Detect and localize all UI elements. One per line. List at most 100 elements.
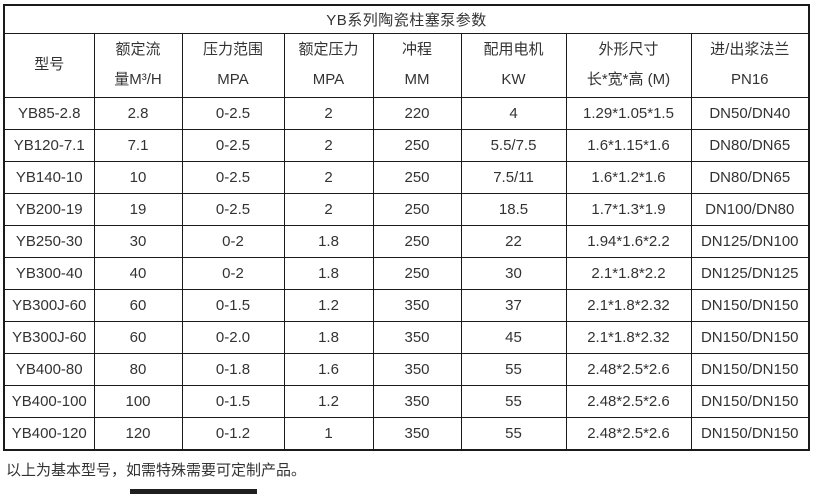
table-cell: 30 bbox=[93, 224, 183, 258]
pump-spec-table: YB系列陶瓷柱塞泵参数 型号 额定流 量M³/H 压力范围 MPA 额定压力 MPA 冲程 MM… bbox=[3, 4, 811, 451]
table-cell: 18.5 bbox=[460, 192, 567, 226]
table-cell: YB400-100 bbox=[3, 384, 95, 418]
table-row: YB300J-60 60 0-1.5 1.2 350 37 2.1*1.8*2.32 DN15… bbox=[3, 288, 810, 322]
column-header: 冲程 MM bbox=[372, 32, 462, 98]
table-cell: DN50/DN40 bbox=[690, 96, 810, 130]
table-cell: 0-2.5 bbox=[181, 128, 285, 162]
table-cell: 1.8 bbox=[283, 256, 374, 290]
table-cell: DN150/DN150 bbox=[690, 320, 810, 354]
column-header: 型号 bbox=[3, 32, 95, 98]
table-row: YB400-100 100 0-1.5 1.2 350 55 2.48*2.5*2.6 DN1… bbox=[3, 384, 810, 418]
column-header: 外形尺寸 长*宽*高 (M) bbox=[565, 32, 692, 98]
table-cell: 7.1 bbox=[93, 128, 183, 162]
table-cell: 220 bbox=[372, 96, 462, 130]
table-title: YB系列陶瓷柱塞泵参数 bbox=[3, 4, 810, 34]
table-cell: 45 bbox=[460, 320, 567, 354]
table-cell: 1.94*1.6*2.2 bbox=[565, 224, 692, 258]
table-cell: 5.5/7.5 bbox=[460, 128, 567, 162]
table-cell: 2 bbox=[283, 160, 374, 194]
table-cell: DN150/DN150 bbox=[690, 416, 810, 450]
table-title-row: YB系列陶瓷柱塞泵参数 bbox=[3, 4, 810, 34]
table-cell: 1 bbox=[283, 416, 374, 450]
table-cell: 4 bbox=[460, 96, 567, 130]
table-cell: YB200-19 bbox=[3, 192, 95, 226]
table-cell: 2.1*1.8*2.32 bbox=[565, 288, 692, 322]
table-cell: DN100/DN80 bbox=[690, 192, 810, 226]
table-cell: 0-1.5 bbox=[181, 384, 285, 418]
column-header: 额定流 量M³/H bbox=[93, 32, 183, 98]
table-cell: 60 bbox=[93, 288, 183, 322]
table-cell: 30 bbox=[460, 256, 567, 290]
table-cell: 1.6 bbox=[283, 352, 374, 386]
table-row: YB120-7.1 7.1 0-2.5 2 250 5.5/7.5 1.6*1.15*1.6… bbox=[3, 128, 810, 162]
table-header-row: 型号 额定流 量M³/H 压力范围 MPA 额定压力 MPA 冲程 MM 配用电机 KW 外形尺寸 长*… bbox=[3, 32, 810, 98]
table-cell: YB250-30 bbox=[3, 224, 95, 258]
table-cell: 37 bbox=[460, 288, 567, 322]
footnote: 以上为基本型号，如需特殊需要可定制产品。 bbox=[6, 461, 307, 479]
table-cell: 0-2.5 bbox=[181, 160, 285, 194]
table-cell: YB120-7.1 bbox=[3, 128, 95, 162]
table-row: YB200-19 19 0-2.5 2 250 18.5 1.7*1.3*1.9 DN100/… bbox=[3, 192, 810, 226]
table-cell: 0-2.5 bbox=[181, 192, 285, 226]
table-row: YB85-2.8 2.8 0-2.5 2 220 4 1.29*1.05*1.5 DN50/D… bbox=[3, 96, 810, 130]
table-cell: YB85-2.8 bbox=[3, 96, 95, 130]
table-cell: 2.48*2.5*2.6 bbox=[565, 352, 692, 386]
column-header: 配用电机 KW bbox=[460, 32, 567, 98]
table-cell: 250 bbox=[372, 224, 462, 258]
table-cell: 250 bbox=[372, 256, 462, 290]
table-cell: 55 bbox=[460, 416, 567, 450]
table-cell: 350 bbox=[372, 384, 462, 418]
table-cell: 1.2 bbox=[283, 384, 374, 418]
table-row: YB250-30 30 0-2 1.8 250 22 1.94*1.6*2.2 DN125/D… bbox=[3, 224, 810, 258]
column-header: 压力范围 MPA bbox=[181, 32, 285, 98]
table-cell: 2.48*2.5*2.6 bbox=[565, 416, 692, 450]
column-header: 额定压力 MPA bbox=[283, 32, 374, 98]
table-cell: 0-2.5 bbox=[181, 96, 285, 130]
table-cell: 0-1.5 bbox=[181, 288, 285, 322]
table-cell: 0-1.8 bbox=[181, 352, 285, 386]
table-cell: 10 bbox=[93, 160, 183, 194]
table-cell: 0-2 bbox=[181, 256, 285, 290]
table-cell: 7.5/11 bbox=[460, 160, 567, 194]
table-cell: 1.2 bbox=[283, 288, 374, 322]
table-cell: DN125/DN100 bbox=[690, 224, 810, 258]
table-cell: 0-1.2 bbox=[181, 416, 285, 450]
table-cell: DN80/DN65 bbox=[690, 160, 810, 194]
table-cell: 2 bbox=[283, 192, 374, 226]
table-cell: 55 bbox=[460, 384, 567, 418]
table-cell: 2.1*1.8*2.32 bbox=[565, 320, 692, 354]
table-cell: 2.8 bbox=[93, 96, 183, 130]
table-cell: 2 bbox=[283, 128, 374, 162]
table-cell: 350 bbox=[372, 352, 462, 386]
table-cell: 1.6*1.2*1.6 bbox=[565, 160, 692, 194]
table-cell: 0-2.0 bbox=[181, 320, 285, 354]
table-cell: 2 bbox=[283, 96, 374, 130]
table-cell: 1.6*1.15*1.6 bbox=[565, 128, 692, 162]
table-cell: 55 bbox=[460, 352, 567, 386]
table-cell: 250 bbox=[372, 128, 462, 162]
table-cell: YB400-120 bbox=[3, 416, 95, 450]
table-cell: 1.7*1.3*1.9 bbox=[565, 192, 692, 226]
table-cell: YB300J-60 bbox=[3, 320, 95, 354]
table-cell: DN150/DN150 bbox=[690, 288, 810, 322]
table-cell: 350 bbox=[372, 416, 462, 450]
table-cell: 1.8 bbox=[283, 320, 374, 354]
table-cell: 40 bbox=[93, 256, 183, 290]
table-cell: 120 bbox=[93, 416, 183, 450]
table-cell: 350 bbox=[372, 288, 462, 322]
table-cell: DN150/DN150 bbox=[690, 384, 810, 418]
table-cell: 0-2 bbox=[181, 224, 285, 258]
table-row: YB400-80 80 0-1.8 1.6 350 55 2.48*2.5*2.6 DN150… bbox=[3, 352, 810, 386]
table-cell: YB300-40 bbox=[3, 256, 95, 290]
table-cell: 1.29*1.05*1.5 bbox=[565, 96, 692, 130]
table-cell: DN125/DN125 bbox=[690, 256, 810, 290]
table-cell: 250 bbox=[372, 192, 462, 226]
table-row: YB400-120 120 0-1.2 1 350 55 2.48*2.5*2.6 DN150… bbox=[3, 416, 810, 450]
table-cell: DN80/DN65 bbox=[690, 128, 810, 162]
table-row: YB300J-60 60 0-2.0 1.8 350 45 2.1*1.8*2.32 DN15… bbox=[3, 320, 810, 354]
table-cell: YB140-10 bbox=[3, 160, 95, 194]
table-cell: 250 bbox=[372, 160, 462, 194]
table-cell: 22 bbox=[460, 224, 567, 258]
table-cell: 80 bbox=[93, 352, 183, 386]
